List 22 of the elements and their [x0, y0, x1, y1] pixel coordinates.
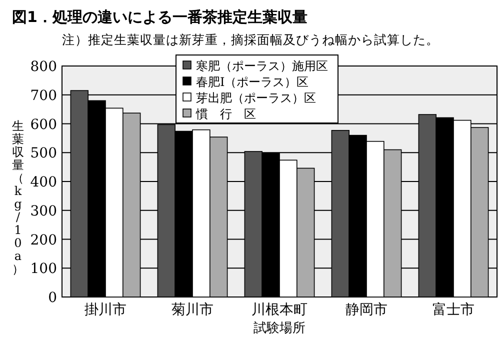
x-tick-label: 菊川市: [172, 302, 214, 318]
y-tick-label: 200: [30, 232, 57, 248]
text: 注）推定生葉収量は新芽重，摘採面幅及びうね幅から試算した。: [62, 32, 439, 47]
chart-title: 図1．処理の違いによる一番茶推定生葉収量: [12, 8, 308, 26]
y-tick-label: 800: [30, 59, 57, 75]
legend-label: 芽出肥（ポーラス）区: [196, 91, 316, 105]
y-tick-label: 100: [30, 261, 57, 278]
x-tick-label: 富士市: [432, 302, 474, 318]
y-tick-label: 700: [30, 88, 57, 104]
x-tick-label: 静岡市: [346, 302, 388, 318]
y-tick-label: 400: [30, 174, 57, 190]
y-tick-label: 0: [48, 290, 57, 306]
y-tick-label: 500: [30, 146, 57, 162]
x-tick-label: 掛川市: [84, 302, 126, 318]
x-axis-title: 試験場所: [254, 321, 306, 336]
x-tick-label: 川根本町: [252, 302, 308, 318]
y-tick-label: 600: [30, 116, 57, 133]
legend-label: 慣 行 区: [195, 107, 256, 121]
legend-label: 寒肥（ポーラス）施用区: [196, 59, 328, 73]
y-tick-label: 300: [30, 203, 57, 220]
text: 生葉収量（kg/10a）: [12, 119, 24, 276]
legend-label: 春肥Ⅰ（ポーラス）区: [196, 75, 309, 89]
